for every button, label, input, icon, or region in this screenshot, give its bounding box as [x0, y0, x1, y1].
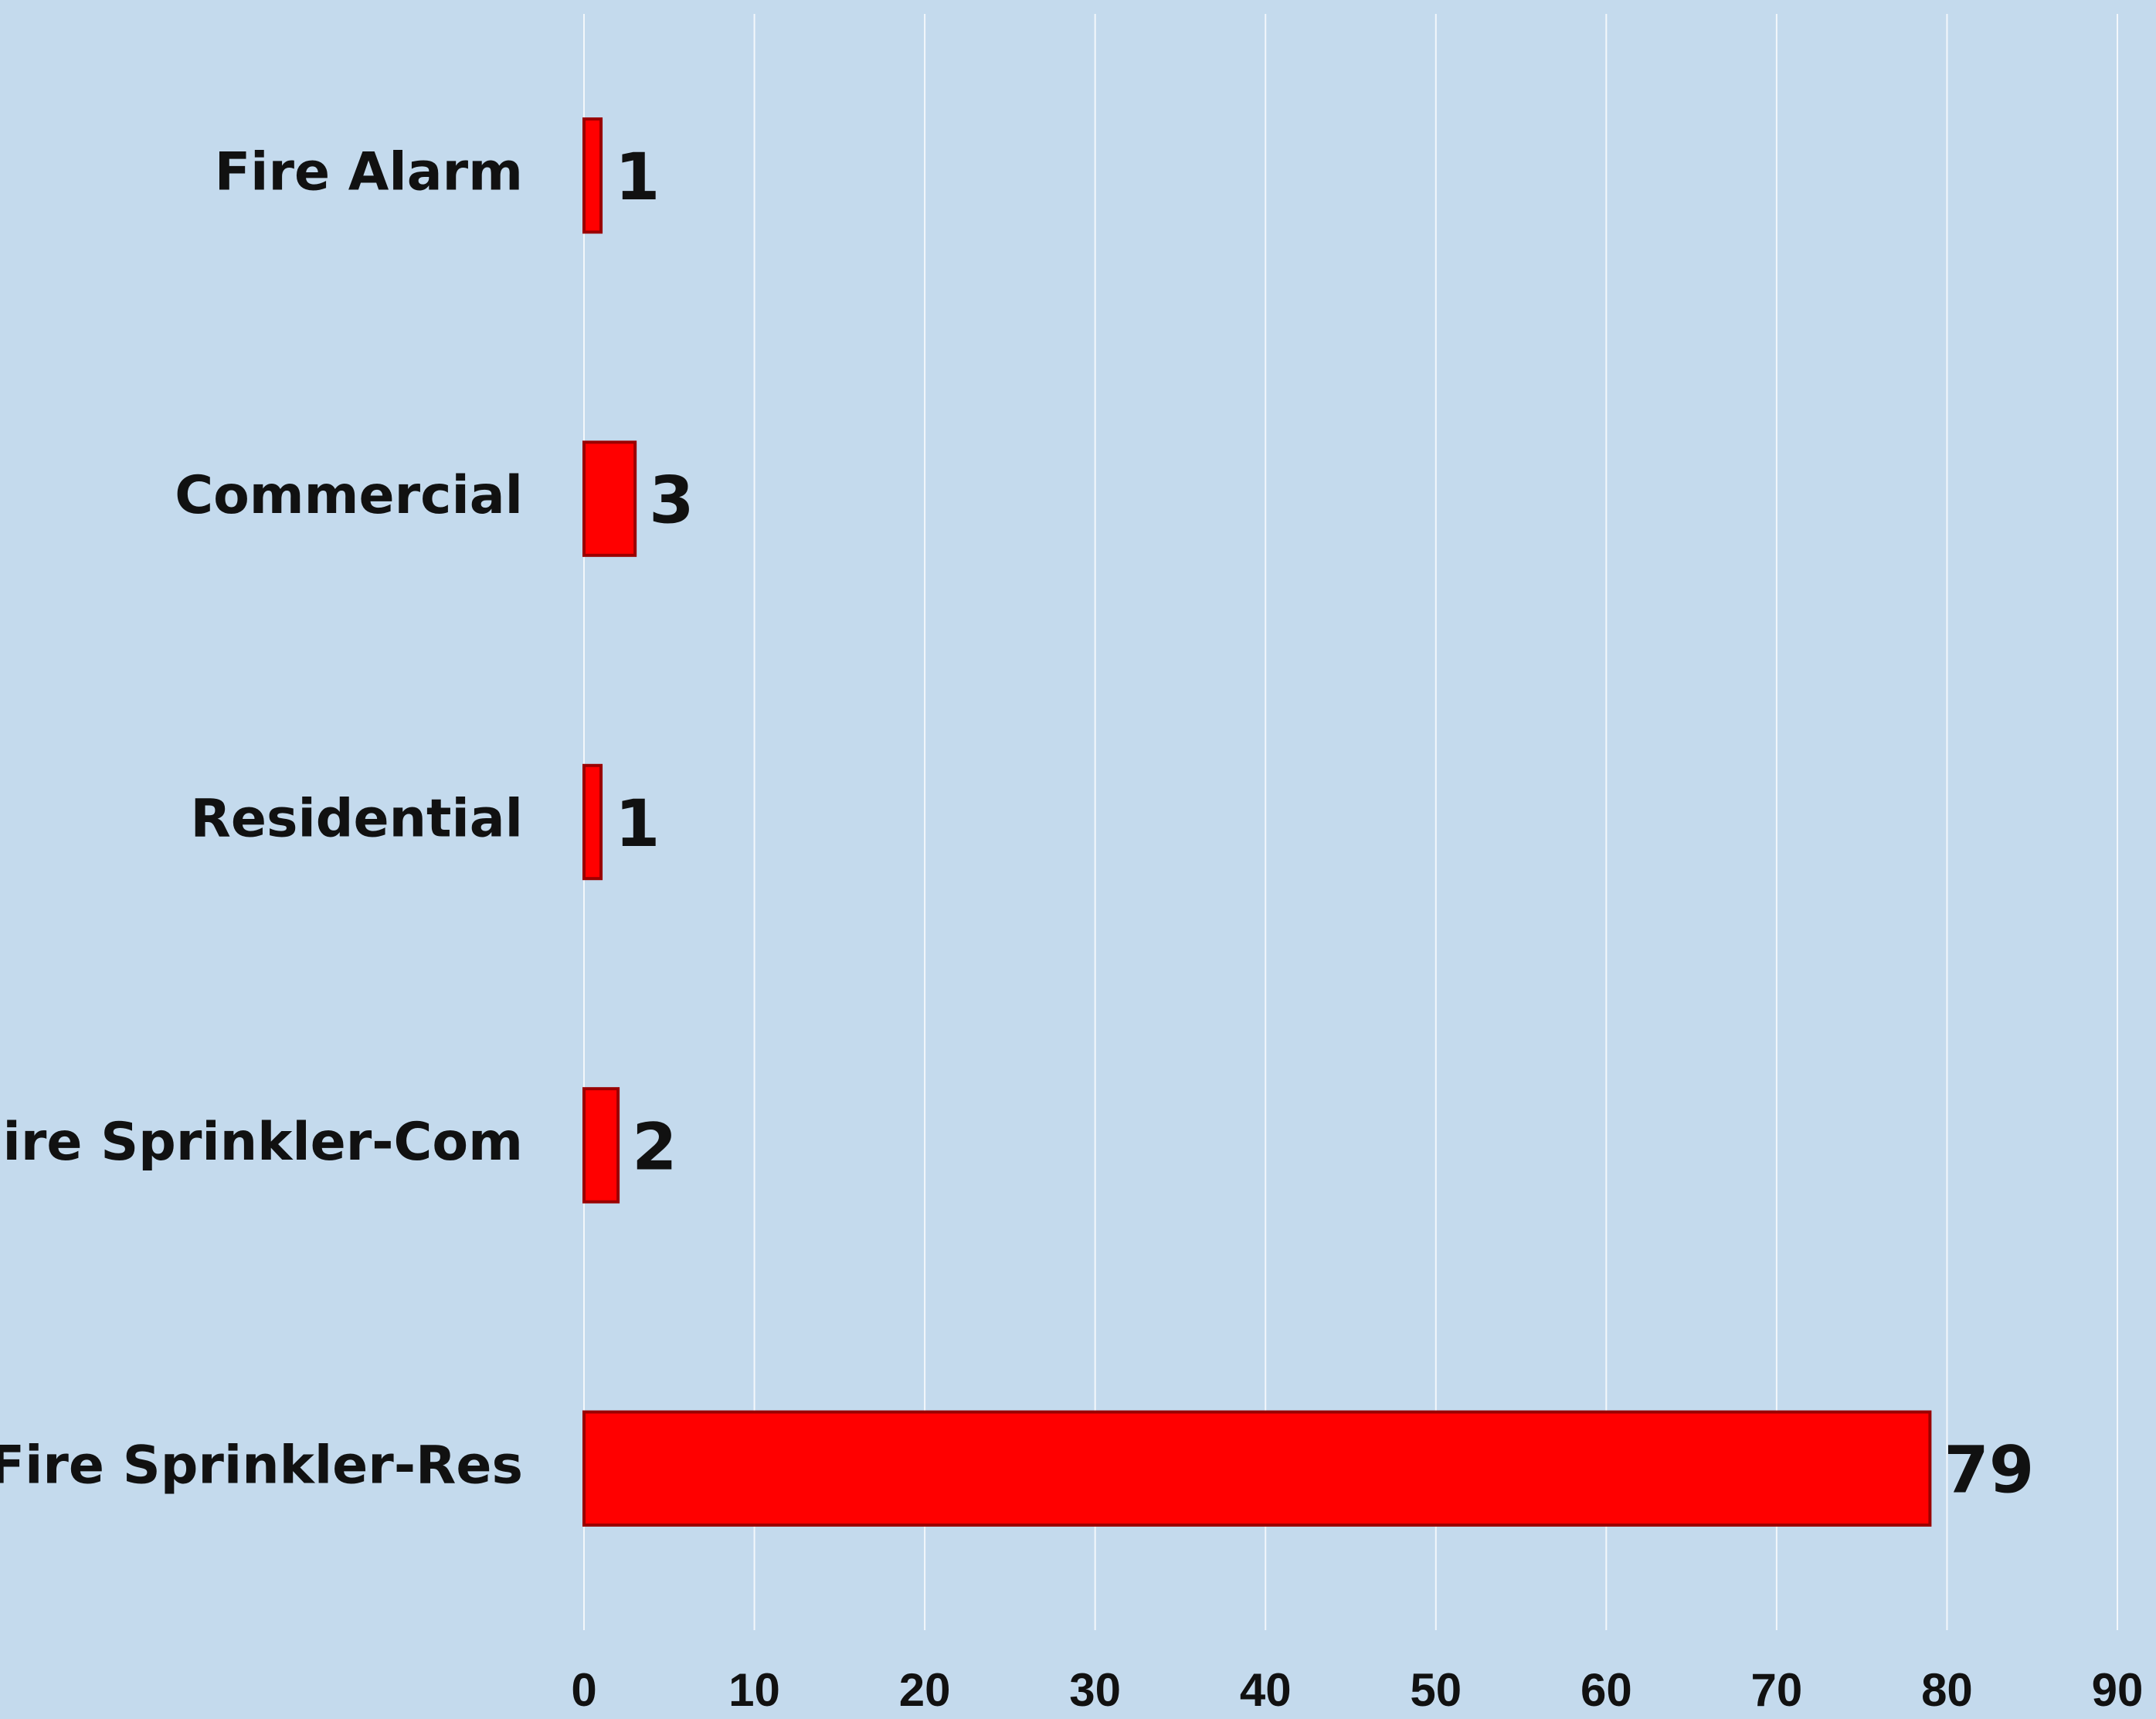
- x-tick-label: 10: [728, 1664, 780, 1716]
- data-label: 1: [615, 786, 660, 861]
- data-label: 1: [615, 139, 660, 215]
- data-label: 79: [1944, 1432, 2034, 1508]
- x-tick-label: 20: [899, 1664, 951, 1716]
- bar: [582, 763, 603, 881]
- y-tick-label: Fire Sprinkler-Res: [0, 1435, 523, 1496]
- bar: [582, 1087, 620, 1204]
- bar: [582, 117, 603, 234]
- x-tick-label: 80: [1921, 1664, 1973, 1716]
- y-tick-label: Residential: [191, 789, 523, 850]
- x-tick-label: 0: [571, 1664, 596, 1716]
- bar: [582, 440, 637, 557]
- y-tick-label: Fire Alarm: [215, 142, 523, 203]
- x-tick-label: 70: [1751, 1664, 1803, 1716]
- bar: [582, 1410, 1932, 1527]
- x-tick-label: 40: [1240, 1664, 1292, 1716]
- x-tick-label: 60: [1581, 1664, 1632, 1716]
- y-tick-label: Commercial: [175, 465, 523, 526]
- y-tick-label: Fire Sprinkler-Com: [0, 1112, 523, 1173]
- x-tick-label: 30: [1069, 1664, 1121, 1716]
- data-label: 2: [632, 1109, 677, 1184]
- x-tick-label: 50: [1410, 1664, 1462, 1716]
- data-label: 3: [649, 463, 694, 538]
- x-tick-label: 90: [2092, 1664, 2144, 1716]
